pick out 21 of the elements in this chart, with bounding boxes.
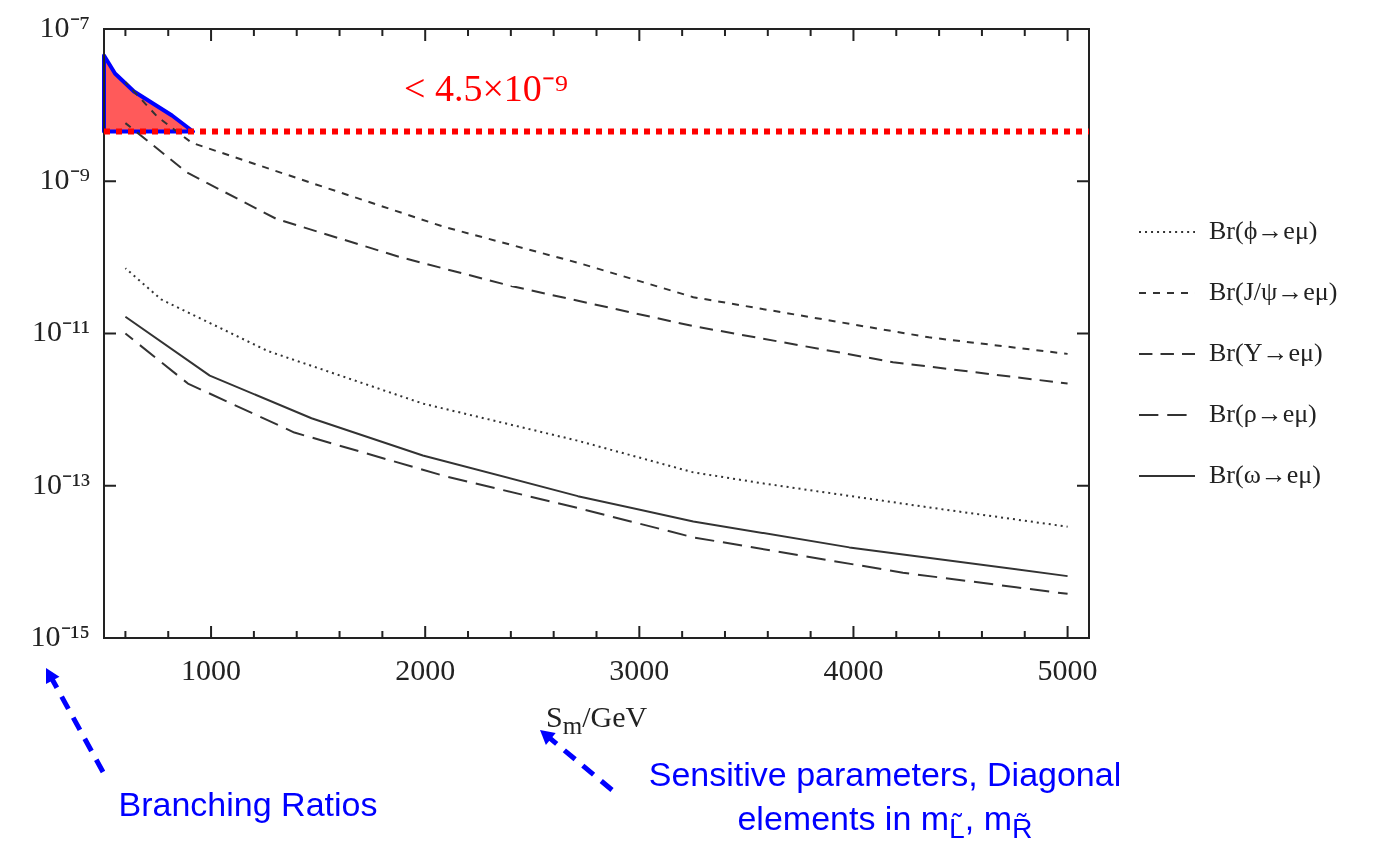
line-series: [124, 267, 1069, 528]
y-tick-label: 10⁻¹⁵: [30, 618, 90, 652]
legend-label: Br(ρ→eμ): [1209, 398, 1317, 428]
x-tick-label: 3000: [609, 652, 670, 686]
y-tick-label: 10⁻⁷: [39, 9, 90, 43]
x-tick-label: 1000: [181, 652, 242, 686]
x-axis-title: S$_{m}$/GeV: [546, 700, 648, 740]
x-tick-label: 5000: [1037, 652, 1098, 686]
x-tick-label: 2000: [395, 652, 456, 686]
legend-label: Br(ϕ→eμ): [1209, 215, 1318, 245]
legend-label: Br(ω→eμ): [1209, 459, 1321, 489]
y-tick-label: 10⁻¹³: [32, 466, 90, 500]
legend-label: Br(J/ψ→eμ): [1209, 276, 1338, 306]
x-tick-label: 4000: [823, 652, 884, 686]
y-tick-label: 10⁻¹¹: [32, 314, 90, 348]
ref-line-label: < 4.5×10⁻⁹: [404, 66, 569, 109]
legend-label: Br(Υ→eμ): [1209, 337, 1323, 367]
line-series: [124, 122, 1069, 385]
text: Sensitive parameters, Diagonal elements in m$_{L̃}$, m$_{R̃}$: [647, 754, 1123, 846]
y-tick-label: 10⁻⁹: [39, 162, 90, 196]
text: Branching Ratios: [117, 784, 379, 825]
